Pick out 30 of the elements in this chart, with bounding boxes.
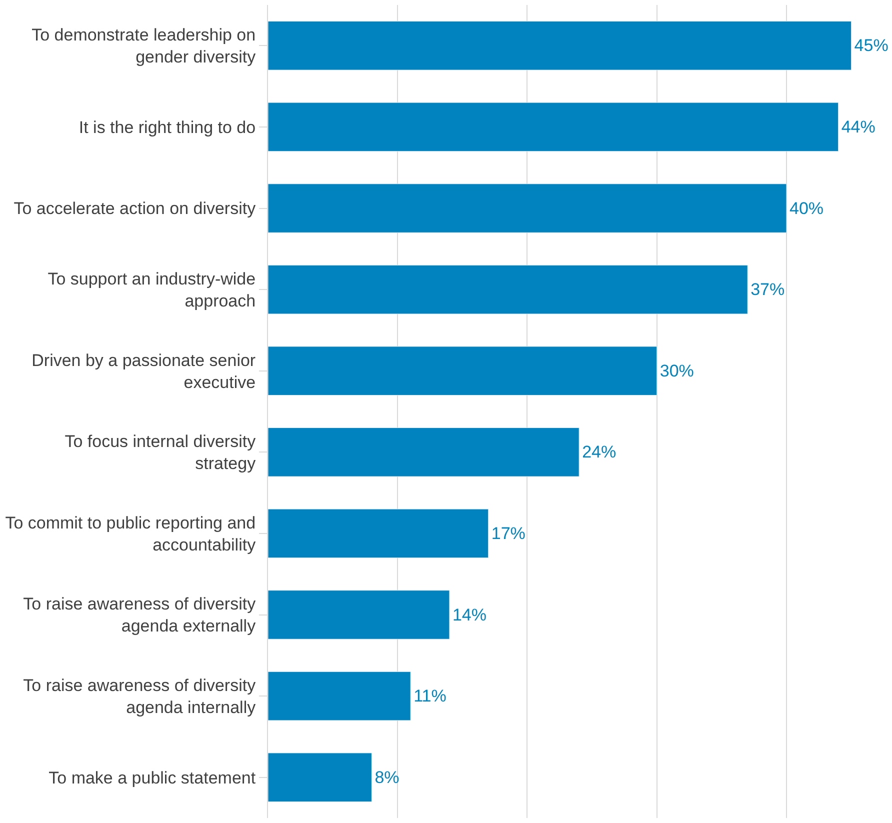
data-label: 37% bbox=[750, 280, 785, 300]
bar bbox=[268, 21, 852, 70]
bar bbox=[268, 590, 450, 640]
data-label: 24% bbox=[582, 442, 616, 462]
data-label: 45% bbox=[854, 36, 888, 56]
y-tick-label: To demonstrate leadership on gender diversity bbox=[32, 26, 256, 67]
bar bbox=[268, 671, 411, 721]
bar bbox=[268, 428, 580, 477]
bar bbox=[268, 508, 489, 558]
data-label: 8% bbox=[374, 768, 400, 787]
bar bbox=[268, 752, 372, 802]
y-tick-label: To support an industry-wide approach bbox=[48, 269, 256, 311]
bar bbox=[268, 184, 787, 233]
y-tick-label: Driven by a passionate senior executive bbox=[32, 350, 256, 392]
data-label: 17% bbox=[491, 524, 526, 543]
y-tick-label: To raise awareness of diversity agenda externally bbox=[23, 594, 256, 636]
bar bbox=[268, 102, 839, 152]
data-label: 30% bbox=[660, 361, 694, 380]
data-label: 44% bbox=[841, 117, 876, 136]
y-tick-label: To focus internal diversity strategy bbox=[64, 432, 256, 474]
data-label: 40% bbox=[789, 198, 824, 218]
y-tick-label: To accelerate action on diversity bbox=[14, 199, 256, 218]
data-label: 11% bbox=[414, 686, 446, 706]
data-label: 14% bbox=[452, 605, 486, 624]
y-tick-label: It is the right thing to do bbox=[78, 118, 256, 137]
bar bbox=[268, 264, 748, 314]
y-tick-label: To raise awareness of diversity agenda internally bbox=[23, 676, 256, 718]
y-tick-label: To make a public statement bbox=[48, 768, 256, 788]
y-tick-label: To commit to public reporting and accountability bbox=[5, 513, 256, 554]
bar bbox=[268, 346, 658, 396]
